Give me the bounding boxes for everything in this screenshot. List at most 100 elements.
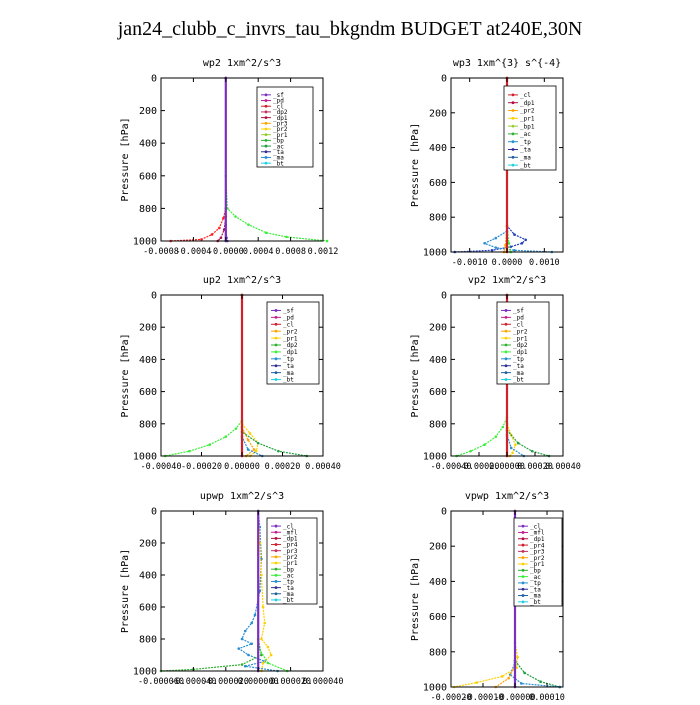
x-tick-label: -0.00020 — [459, 462, 500, 472]
x-tick-label: 0.00000 — [224, 462, 260, 472]
legend-entry: _sf — [513, 308, 524, 315]
series-line — [164, 295, 243, 457]
panel-title: vpwp 1xm^2/s^3 — [465, 491, 549, 502]
y-tick-label: 600 — [139, 171, 157, 182]
y-tick-label: 400 — [429, 143, 447, 154]
legend-entry: _tp — [283, 356, 294, 363]
x-tick-label: 0.0000 — [492, 258, 523, 268]
data-point — [188, 449, 191, 453]
legend-marker — [274, 309, 278, 312]
legend-entry: _sf — [273, 92, 284, 99]
data-point — [260, 573, 263, 577]
legend-marker — [274, 555, 278, 559]
y-tick-label: 800 — [429, 419, 447, 430]
legend-entry: _pr2 — [513, 328, 528, 335]
legend-entry: _cl — [520, 92, 531, 99]
legend-entry: _mfl — [283, 529, 298, 536]
y-tick-label: 800 — [139, 204, 157, 215]
legend-marker — [511, 124, 515, 128]
data-point — [266, 645, 270, 649]
data-point — [263, 621, 266, 625]
legend-entry: _ma — [283, 370, 294, 377]
legend-entry: _ta — [530, 586, 541, 593]
legend-marker — [521, 587, 525, 591]
legend-box — [496, 301, 550, 385]
x-tick-label: 0.000000 — [238, 677, 279, 687]
legend-marker — [511, 93, 515, 97]
data-point — [210, 233, 214, 236]
x-tick-label: -0.00000 — [495, 693, 536, 700]
x-tick-label: 0.00040 — [305, 462, 341, 472]
data-point — [234, 215, 237, 218]
legend-marker — [264, 138, 268, 142]
data-point — [256, 441, 260, 445]
data-point — [237, 647, 241, 650]
legend-marker — [504, 364, 508, 368]
data-point — [246, 438, 250, 442]
legend-entry: _bt — [283, 377, 294, 384]
legend-entry: _bt — [520, 162, 531, 169]
y-tick-label: 600 — [139, 387, 157, 398]
x-tick-label: 0.00040 — [545, 462, 581, 472]
data-point — [222, 216, 225, 220]
data-point — [234, 427, 238, 430]
y-axis-label: Pressure [hPa] — [410, 333, 421, 417]
y-tick-label: 200 — [429, 542, 447, 553]
legend-marker — [264, 127, 268, 131]
data-point — [285, 235, 288, 239]
y-tick-label: 200 — [139, 323, 157, 334]
legend-entry: _cl — [513, 321, 524, 328]
legend-entry: _pr1 — [530, 561, 545, 568]
legend-marker — [511, 155, 515, 159]
legend-marker — [274, 536, 278, 540]
y-axis-label: Pressure [hPa] — [410, 557, 421, 641]
legend-entry: _bt — [513, 377, 524, 384]
y-tick-label: 0 — [441, 74, 447, 85]
legend-entry: _sf — [283, 308, 294, 315]
legend-marker — [274, 598, 278, 602]
legend-marker — [504, 309, 508, 312]
legend-entry: _bp — [273, 138, 284, 145]
legend-marker — [274, 371, 278, 375]
legend-entry: _pr4 — [283, 542, 298, 549]
legend-marker — [504, 343, 508, 347]
data-point — [524, 238, 527, 242]
x-tick-label: -0.0010 — [452, 258, 488, 268]
legend-marker — [274, 315, 278, 319]
legend-entry: _ma — [520, 155, 531, 162]
panel-6: vpwp 1xm^2/s^3 Pressure [hPa] 0 200 400 600 80… — [410, 491, 565, 703]
panel-title: wp2 1xm^2/s^3 — [203, 58, 281, 69]
x-tick-label: -0.0008 — [143, 247, 179, 257]
y-tick-label: 1000 — [423, 683, 447, 694]
legend-entry: _ac — [520, 131, 531, 138]
y-tick-label: 200 — [429, 323, 447, 334]
legend-marker — [521, 549, 525, 553]
data-point — [520, 242, 524, 245]
legend-entry: _bt — [530, 599, 541, 606]
legend-entry: _pr1 — [273, 132, 288, 139]
x-tick-label: -0.00040 — [141, 462, 182, 472]
series-line — [170, 78, 227, 242]
x-tick-label: -0.000040 — [170, 677, 216, 687]
series-line — [237, 510, 278, 672]
y-tick-label: 800 — [429, 647, 447, 658]
legend-entry: _pr4 — [530, 542, 545, 549]
legend-marker — [264, 161, 268, 165]
data-point — [247, 223, 250, 226]
legend-marker — [511, 132, 515, 136]
x-tick-label: -0.000020 — [203, 677, 249, 687]
x-tick-label: 0.00020 — [265, 462, 301, 472]
legend-marker — [274, 336, 278, 340]
legend-entry: _ma — [283, 591, 294, 598]
legend-marker — [264, 156, 268, 159]
data-point — [248, 432, 252, 435]
series-line — [257, 510, 272, 672]
legend-marker — [511, 101, 515, 105]
panel-title: upwp 1xm^2/s^3 — [200, 491, 284, 502]
legend-entry: _pr1 — [520, 116, 535, 123]
series-line — [495, 511, 516, 688]
legend-marker — [511, 109, 515, 112]
legend-entry: _dp1 — [283, 536, 298, 543]
y-tick-label: 1000 — [133, 237, 157, 248]
legend-entry: _pr2 — [530, 555, 545, 562]
